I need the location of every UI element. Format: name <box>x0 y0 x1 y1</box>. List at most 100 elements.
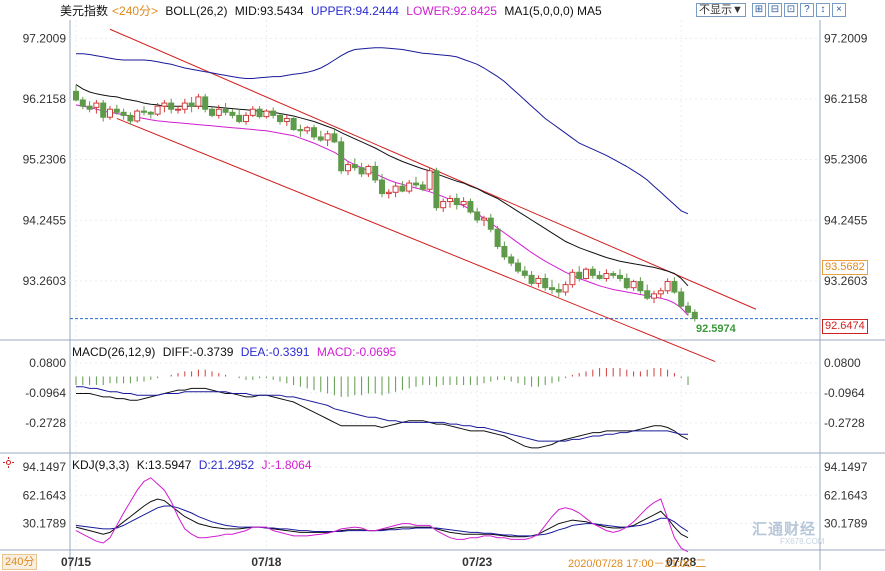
x-tick-label: 07/18 <box>251 555 281 569</box>
candle-body <box>494 228 501 247</box>
candle-body <box>243 114 249 123</box>
candle-body <box>589 268 596 276</box>
macd-dea-value: DEA:-0.3391 <box>240 345 310 359</box>
macd-tick-label: -0.2728 <box>25 416 66 430</box>
candle-body <box>562 284 569 293</box>
candle-body <box>304 127 311 132</box>
boll-params: BOLL(26,2) <box>165 4 228 18</box>
y-tick-label: 93.2603 <box>23 274 67 288</box>
candle-body <box>542 277 549 289</box>
ma-params: MA1(5,0,0,0) MA5 <box>504 4 602 18</box>
candle-body <box>528 274 535 284</box>
candle-body <box>290 117 297 131</box>
candle-body <box>419 184 426 190</box>
macd-tick-label-right: -0.0964 <box>824 386 865 400</box>
kdj-tick-label: 30.1789 <box>23 516 67 530</box>
expand-icon[interactable]: ⊞ <box>751 3 766 17</box>
candle-body <box>175 108 181 111</box>
candle-body <box>141 110 147 113</box>
candle-body <box>372 165 379 181</box>
candle-body <box>576 271 583 279</box>
candle-body <box>637 281 644 292</box>
kdj-panel <box>75 477 689 553</box>
help-icon[interactable]: ? <box>799 3 814 17</box>
candle-body <box>440 201 447 209</box>
candle-body <box>154 105 161 115</box>
current-price-badge: 92.6474 <box>822 319 868 334</box>
kdj-j-value: J:-1.8064 <box>261 458 312 472</box>
period-button[interactable]: 240分 <box>2 554 38 570</box>
kdj-k-line <box>75 498 689 539</box>
x-tick-label: 07/23 <box>462 555 492 569</box>
collapse-icon[interactable]: ⊟ <box>767 3 782 17</box>
candle-body <box>113 108 120 113</box>
y-tick-label-right: 95.2306 <box>824 153 868 167</box>
candle-body <box>508 256 515 264</box>
macd-diff-value: DIFF:-0.3739 <box>162 345 234 359</box>
candle-body <box>134 110 141 122</box>
kdj-params: KDJ(9,3,3) <box>72 458 130 472</box>
x-tick-label: 07/28 <box>666 555 696 569</box>
close-icon[interactable]: × <box>831 3 846 17</box>
boll-mid-value: MID:93.5434 <box>234 4 304 18</box>
candle-body <box>317 136 324 141</box>
boll-lower-line <box>75 104 689 316</box>
trend-channel <box>109 28 757 363</box>
candle-body <box>229 111 236 116</box>
candle-body <box>79 99 86 107</box>
y-tick-label: 97.2009 <box>23 31 67 45</box>
candle-body <box>610 273 617 276</box>
y-tick-label: 94.2455 <box>23 213 67 227</box>
candle-body <box>603 273 610 279</box>
kdj-tick-label-right: 62.1643 <box>824 488 868 502</box>
candle-body <box>623 277 630 289</box>
candle-body <box>188 102 195 107</box>
time-range-label: 2020/07/28 17:00－21:00 二 <box>568 558 707 570</box>
main-legend: 美元指数 <240分> BOLL(26,2) MID:93.5434 UPPER:… <box>60 4 606 18</box>
candle-body <box>379 179 385 195</box>
kdj-d-value: D:21.2952 <box>198 458 255 472</box>
candle-body <box>385 191 392 195</box>
fit-icon[interactable]: ⊡ <box>783 3 798 17</box>
candle-body <box>671 281 678 293</box>
macd-value: MACD:-0.0695 <box>316 345 397 359</box>
candle-body <box>100 102 107 118</box>
macd-tick-label-right: 0.0800 <box>824 356 861 370</box>
candle-body <box>426 170 433 190</box>
candle-body <box>263 110 270 118</box>
candle-body <box>630 281 637 289</box>
kdj-tick-label: 62.1643 <box>23 488 67 502</box>
candle-body <box>433 170 440 209</box>
display-select[interactable]: 不显示▼ <box>696 3 746 17</box>
kdj-tick-label: 94.1497 <box>23 460 67 474</box>
candle-body <box>331 133 338 143</box>
candle-body <box>501 245 508 258</box>
y-tick-label-right: 96.2158 <box>824 92 868 106</box>
axis-labels: 97.2009 97.2009 96.2158 96.2158 95.2306 95.23… <box>23 31 868 569</box>
kdj-k-value: K:13.5947 <box>136 458 192 472</box>
candle-body <box>691 311 698 319</box>
candlesticks <box>73 85 698 322</box>
candle-body <box>515 262 521 272</box>
kdj-legend: KDJ(9,3,3) K:13.5947 D:21.2952 J:-1.8064 <box>72 458 316 472</box>
candle-body <box>168 102 175 110</box>
candle-body <box>338 141 345 172</box>
candle-body <box>93 102 100 108</box>
resize-icon[interactable]: ↕ <box>815 3 830 17</box>
candle-body <box>222 108 229 113</box>
sun-icon[interactable] <box>3 457 14 468</box>
candle-body <box>345 164 351 172</box>
candle-body <box>549 287 555 291</box>
candle-body <box>651 293 657 299</box>
candle-body <box>195 96 202 107</box>
macd-legend: MACD(26,12,9) DIFF:-0.3739 DEA:-0.3391 M… <box>72 345 400 359</box>
candle-body <box>583 268 589 279</box>
y-tick-label-right: 97.2009 <box>824 31 868 45</box>
candle-body <box>147 111 154 115</box>
candle-body <box>678 291 685 307</box>
candle-body <box>209 108 215 116</box>
candle-body <box>644 290 651 299</box>
candle-body <box>236 114 243 123</box>
candle-body <box>324 133 331 141</box>
y-tick-label: 96.2158 <box>23 92 67 106</box>
